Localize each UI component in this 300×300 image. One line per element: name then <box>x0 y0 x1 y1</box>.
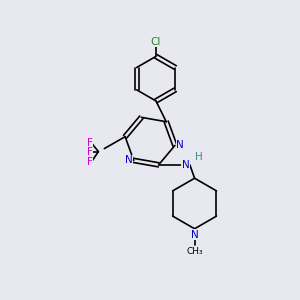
Text: F: F <box>86 147 92 157</box>
Text: N: N <box>176 140 184 151</box>
Text: N: N <box>191 230 199 240</box>
Text: N: N <box>124 155 132 165</box>
Text: CH₃: CH₃ <box>186 247 203 256</box>
Text: F: F <box>86 157 92 167</box>
Text: H: H <box>195 152 202 162</box>
Text: N: N <box>182 160 189 170</box>
Text: F: F <box>86 138 92 148</box>
Text: Cl: Cl <box>151 37 161 46</box>
